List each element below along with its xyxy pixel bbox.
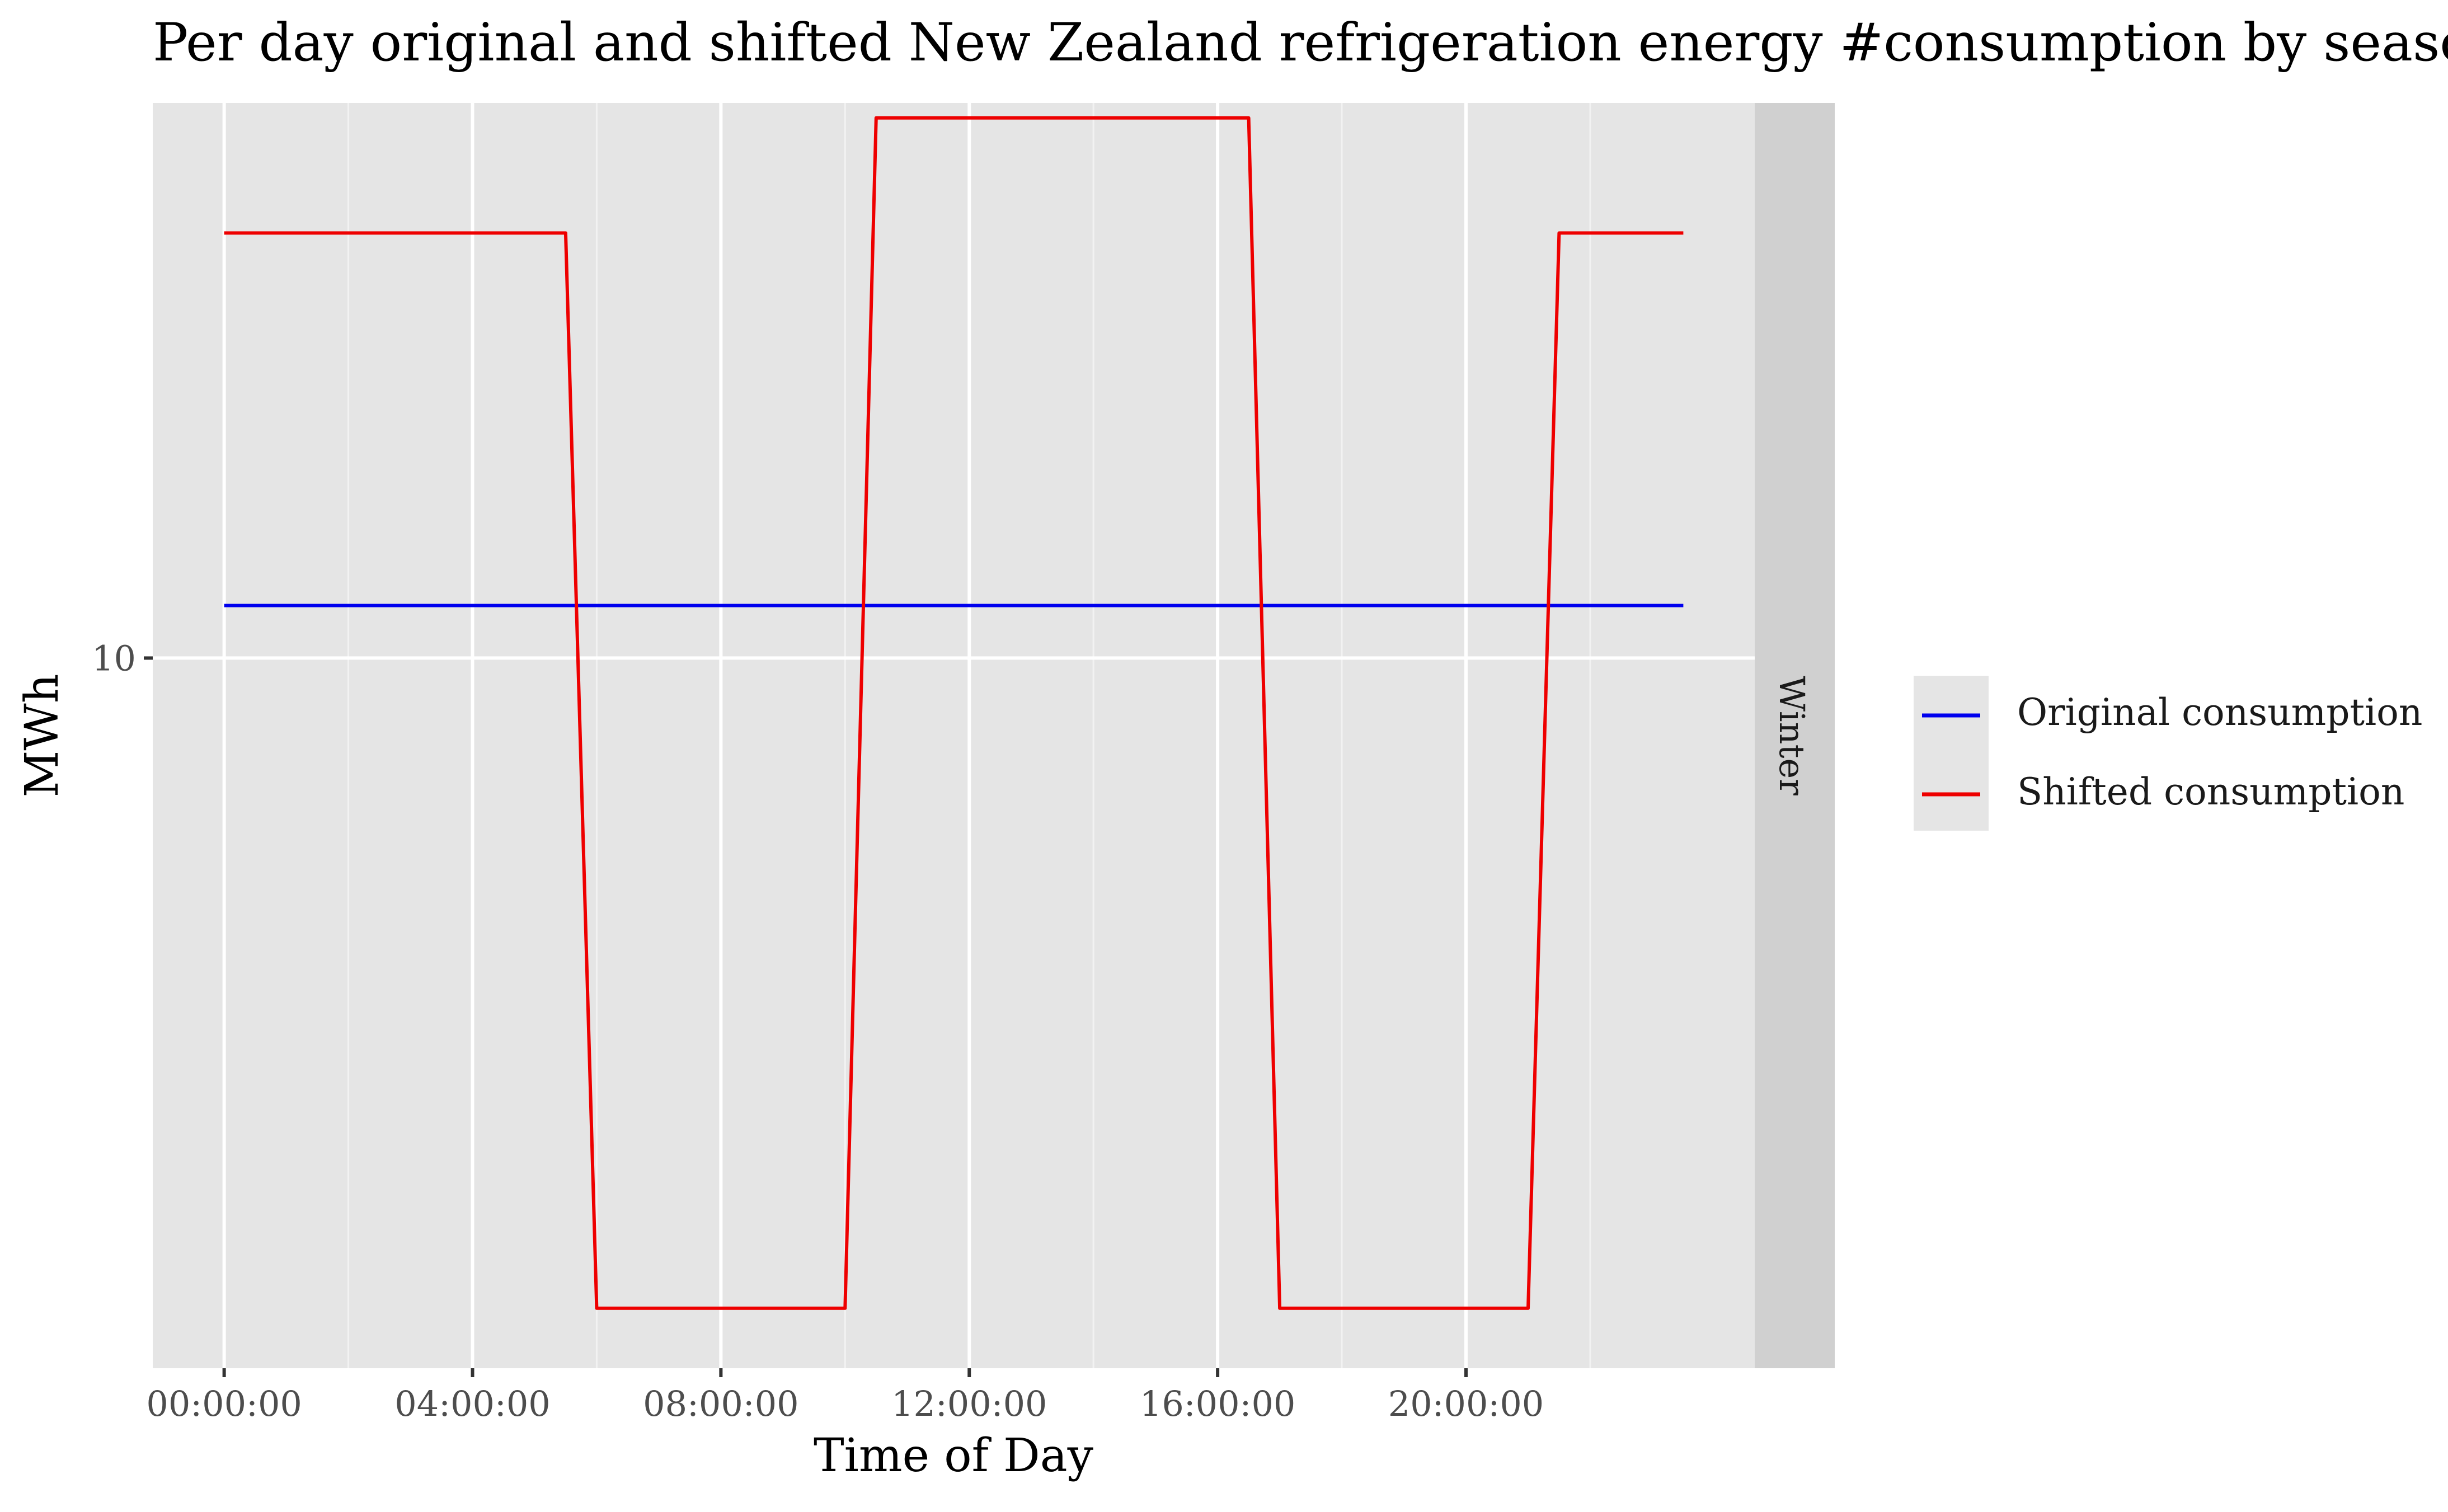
x-tick-label: 20:00:00 [1388, 1383, 1544, 1424]
chart-title: Per day original and shifted New Zealand… [153, 12, 2448, 73]
legend-label-original: Original consumption [2017, 691, 2422, 734]
series-line-shifted [224, 116, 1684, 1310]
facet-strip [1755, 103, 1835, 1368]
x-tick-label: 00:00:00 [146, 1383, 302, 1424]
facet-label: Winter [1772, 676, 1812, 795]
x-tick-label: 04:00:00 [394, 1383, 550, 1424]
y-axis: 10 [92, 638, 153, 679]
x-tick-label: 08:00:00 [643, 1383, 798, 1424]
x-tick-label: 16:00:00 [1140, 1383, 1295, 1424]
x-axis: 00:00:00 04:00:00 08:00:00 12:00:00 16:00:00… [146, 1368, 1544, 1424]
major-gridlines [153, 103, 1755, 1368]
minor-gridlines [347, 103, 1591, 1368]
x-axis-title: Time of Day [814, 1429, 1094, 1482]
series-lines [224, 116, 1684, 1310]
plot-panel [153, 103, 1755, 1368]
x-tick-label: 12:00:00 [891, 1383, 1047, 1424]
y-tick-label: 10 [92, 638, 136, 679]
legend: Original consumption Shifted consumption [1914, 676, 2422, 831]
legend-label-shifted: Shifted consumption [2017, 770, 2404, 813]
y-axis-title: MWh [16, 673, 69, 797]
